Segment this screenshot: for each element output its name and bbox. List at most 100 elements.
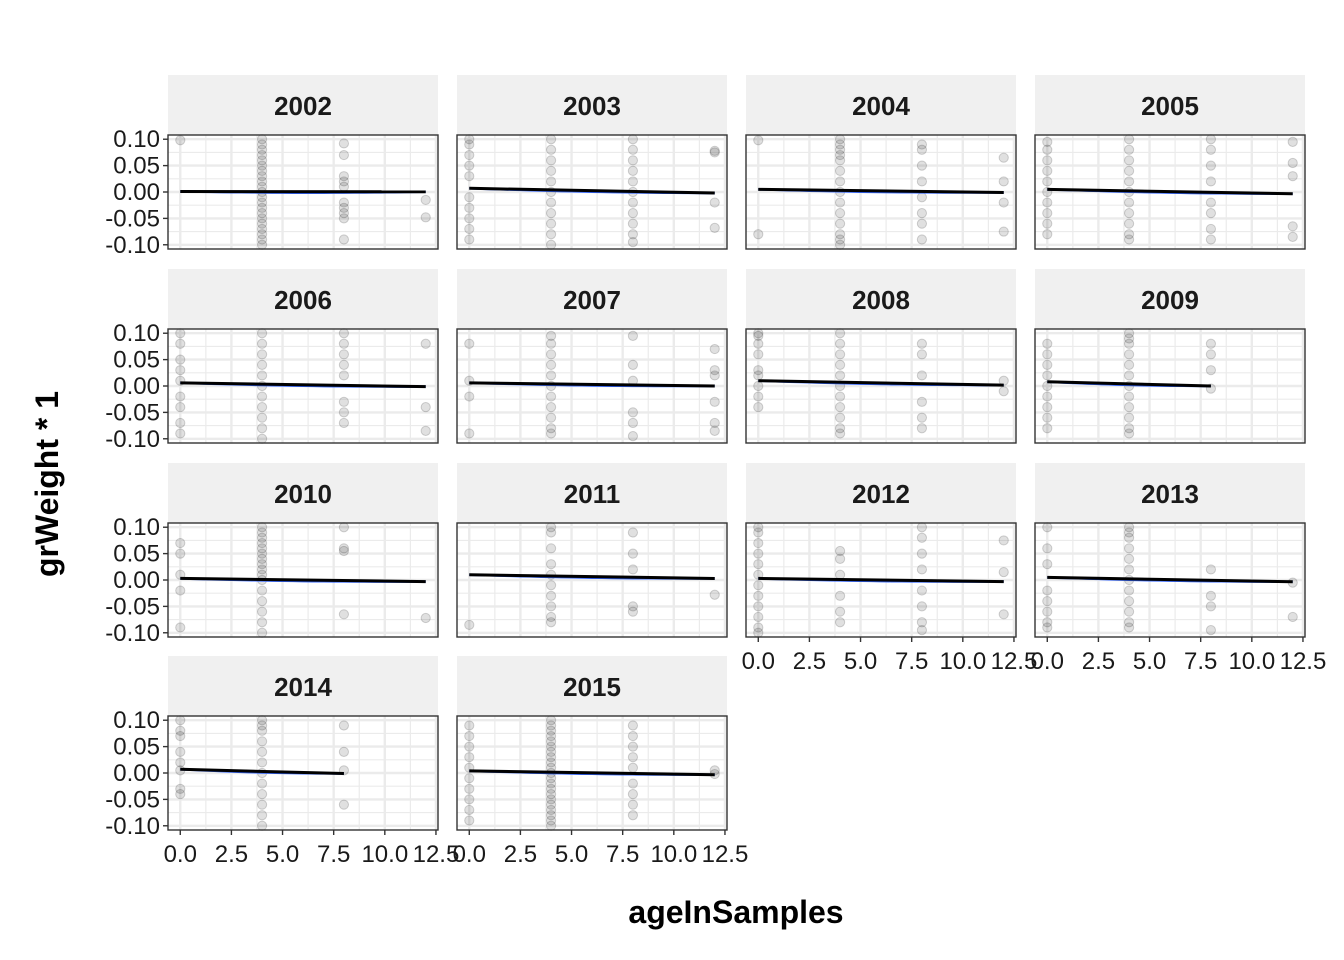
data-point xyxy=(338,181,350,192)
data-point xyxy=(753,580,764,591)
data-point xyxy=(627,155,639,166)
data-point xyxy=(175,328,186,339)
data-point xyxy=(709,145,720,156)
data-point xyxy=(338,213,350,224)
data-point xyxy=(627,431,639,442)
data-point xyxy=(1042,622,1053,633)
fit-line xyxy=(469,381,715,388)
data-point xyxy=(256,596,268,607)
data-point xyxy=(834,144,846,155)
data-point xyxy=(834,149,846,161)
data-point xyxy=(256,155,268,166)
data-point xyxy=(256,627,268,638)
facet-strip xyxy=(1035,463,1305,523)
data-point xyxy=(175,789,186,800)
data-point xyxy=(709,147,720,158)
facet-strip-label: 2006 xyxy=(274,285,332,315)
data-point xyxy=(464,192,475,203)
data-point xyxy=(834,359,846,370)
data-point xyxy=(256,144,268,155)
data-point xyxy=(545,527,557,538)
data-point xyxy=(998,197,1009,208)
data-point xyxy=(627,789,639,800)
data-point xyxy=(256,553,268,564)
data-point xyxy=(338,171,350,182)
data-point xyxy=(256,139,268,150)
data-point xyxy=(627,601,639,612)
data-point xyxy=(1205,365,1217,376)
data-point xyxy=(256,433,268,444)
data-point xyxy=(256,585,268,596)
data-point xyxy=(464,815,475,826)
data-point xyxy=(175,354,186,365)
facet-2011: 2011 xyxy=(456,463,728,638)
data-point xyxy=(998,386,1009,397)
data-point xyxy=(256,239,268,250)
data-point xyxy=(338,202,350,213)
data-point xyxy=(834,139,846,150)
data-point xyxy=(545,428,557,439)
data-point xyxy=(1042,423,1053,434)
data-point xyxy=(709,417,720,429)
data-point xyxy=(627,730,639,742)
data-point xyxy=(916,176,928,187)
data-point xyxy=(545,134,557,145)
data-point xyxy=(175,715,186,726)
data-point xyxy=(627,762,639,773)
facet-strip-label: 2005 xyxy=(1141,91,1199,121)
data-point xyxy=(338,396,350,407)
data-point xyxy=(1042,359,1053,370)
panel-border xyxy=(1034,328,1306,444)
data-point xyxy=(545,820,557,831)
data-point xyxy=(627,720,639,731)
data-point xyxy=(753,365,764,376)
data-point xyxy=(1042,596,1053,607)
data-point xyxy=(175,365,186,376)
data-point xyxy=(338,545,350,557)
fit-line xyxy=(758,379,1004,387)
data-point xyxy=(1042,229,1053,240)
data-point xyxy=(1042,412,1053,423)
data-point xyxy=(256,527,268,538)
data-point xyxy=(545,543,557,554)
y-tick-label: 0.10 xyxy=(113,320,160,347)
data-point xyxy=(709,343,720,355)
data-point xyxy=(1205,338,1217,349)
data-point xyxy=(916,423,928,434)
data-point xyxy=(464,720,475,731)
facet-2009: 2009 xyxy=(1034,269,1306,444)
data-point xyxy=(545,601,557,612)
data-point xyxy=(834,590,846,601)
data-point xyxy=(916,338,928,349)
data-point xyxy=(464,160,475,171)
data-point xyxy=(545,815,557,826)
data-point xyxy=(709,765,720,776)
fit-line xyxy=(1047,575,1293,584)
y-tick-label: -0.10 xyxy=(105,813,160,840)
data-point xyxy=(420,212,431,223)
data-point xyxy=(916,160,928,171)
data-point xyxy=(916,532,928,543)
data-point xyxy=(753,611,764,623)
facet-strip xyxy=(168,75,438,135)
data-point xyxy=(627,330,639,341)
facet-strip xyxy=(1035,269,1305,329)
x-tick-label: 5.0 xyxy=(266,841,299,868)
data-point xyxy=(834,208,846,219)
data-point xyxy=(256,537,268,549)
data-point xyxy=(709,396,720,407)
x-tick-label: 0.0 xyxy=(453,841,486,868)
data-point xyxy=(1042,349,1053,360)
data-point xyxy=(753,330,764,341)
data-point xyxy=(1042,208,1053,219)
data-point xyxy=(256,234,268,245)
data-point xyxy=(1205,564,1217,575)
data-point xyxy=(627,144,639,155)
data-point xyxy=(1123,155,1135,166)
data-point xyxy=(464,139,475,150)
data-point xyxy=(998,566,1009,578)
data-point xyxy=(1287,136,1298,147)
data-point xyxy=(1287,221,1298,232)
data-point xyxy=(545,165,557,176)
